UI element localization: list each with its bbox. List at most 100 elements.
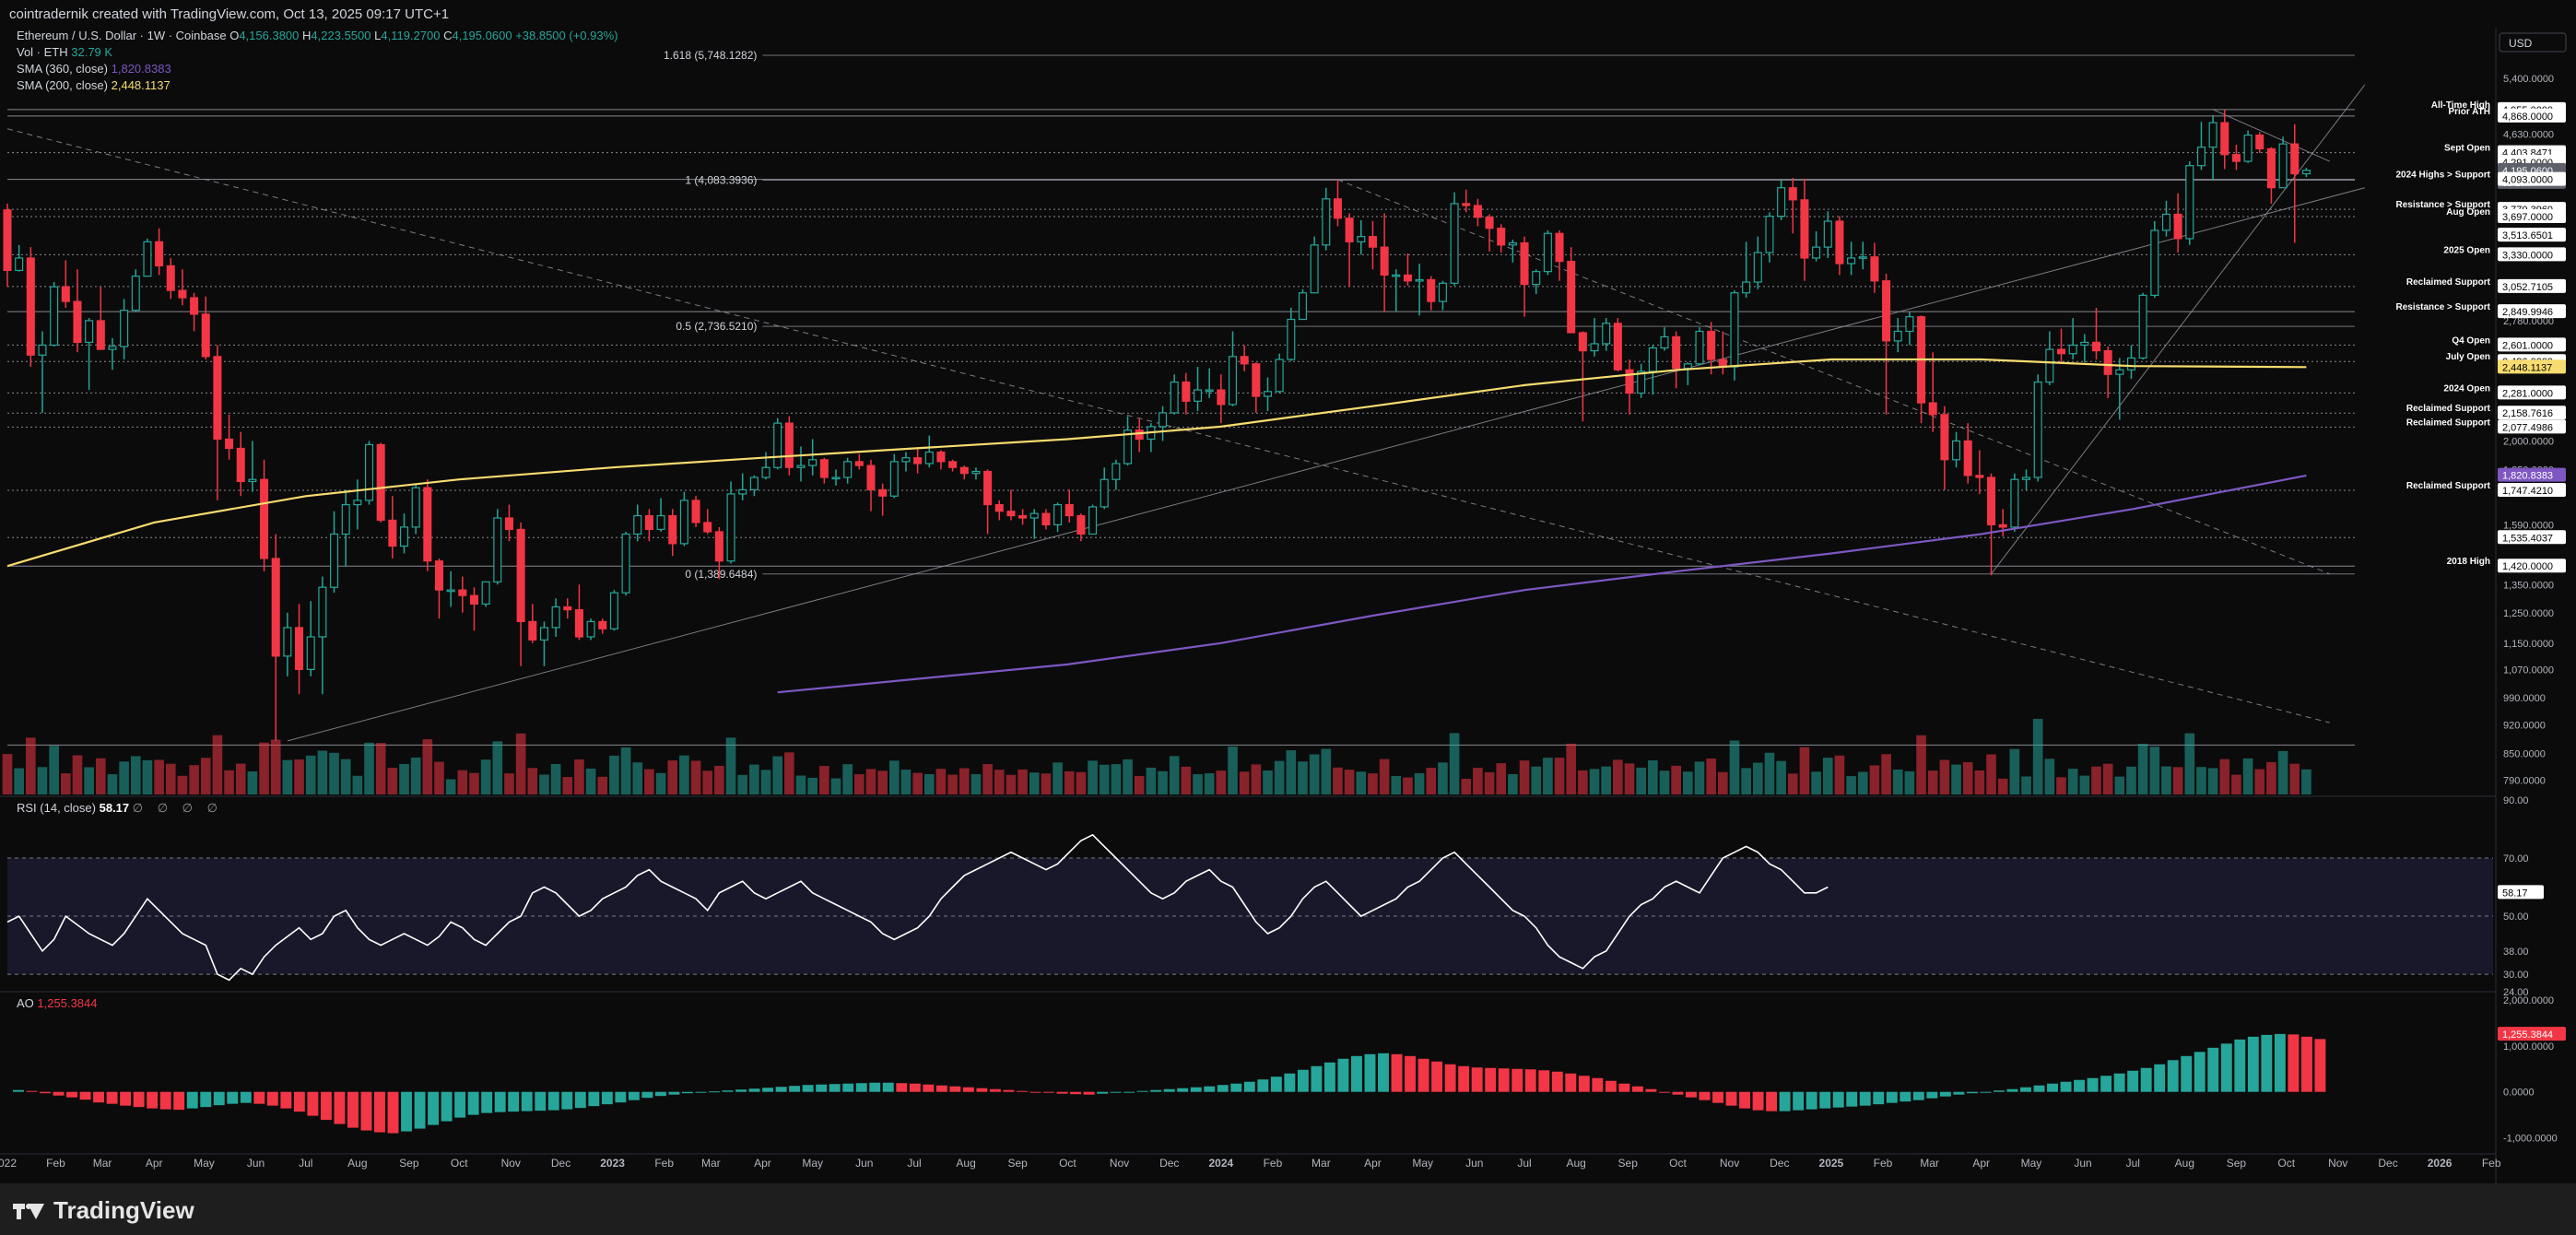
candle[interactable] xyxy=(1053,503,1063,526)
candle[interactable] xyxy=(38,344,47,356)
candle[interactable] xyxy=(166,265,175,291)
candle[interactable] xyxy=(1263,391,1273,397)
candle[interactable] xyxy=(1858,256,1867,259)
candle[interactable] xyxy=(1380,246,1389,276)
candle[interactable] xyxy=(1928,402,1937,416)
candle[interactable] xyxy=(1765,216,1774,253)
candle[interactable] xyxy=(2080,341,2089,347)
candle[interactable] xyxy=(73,300,82,344)
volume-row[interactable]: Vol · ETH 32.79 K xyxy=(17,44,618,61)
rsi-legend[interactable]: RSI (14, close) 58.17 ∅ ∅ ∅ ∅ xyxy=(17,801,223,816)
candle[interactable] xyxy=(959,466,969,475)
candle[interactable] xyxy=(108,346,117,350)
candle[interactable] xyxy=(2161,213,2170,231)
candle[interactable] xyxy=(2220,122,2229,156)
candle[interactable] xyxy=(271,558,280,657)
candle[interactable] xyxy=(1322,198,1331,246)
candle[interactable] xyxy=(1065,503,1074,517)
tradingview-brand[interactable]: TradingView xyxy=(13,1196,194,1225)
candle[interactable] xyxy=(1076,514,1086,535)
candle[interactable] xyxy=(843,461,853,478)
candle[interactable] xyxy=(1847,257,1856,265)
candle[interactable] xyxy=(621,533,630,594)
candle[interactable] xyxy=(1602,323,1611,345)
candle[interactable] xyxy=(493,517,502,582)
candle[interactable] xyxy=(1029,512,1039,519)
candle[interactable] xyxy=(2290,143,2300,175)
candle[interactable] xyxy=(2010,478,2019,528)
candle[interactable] xyxy=(1182,381,1191,402)
candle[interactable] xyxy=(1006,511,1016,517)
candle[interactable] xyxy=(656,514,665,531)
candle[interactable] xyxy=(714,531,723,562)
candle[interactable] xyxy=(1170,381,1179,414)
candle[interactable] xyxy=(866,465,876,490)
candle[interactable] xyxy=(2056,348,2066,355)
candle[interactable] xyxy=(458,589,467,596)
candle[interactable] xyxy=(1893,330,1902,342)
candle[interactable] xyxy=(2138,294,2147,359)
candle[interactable] xyxy=(2231,154,2241,162)
candle[interactable] xyxy=(2266,147,2276,189)
candle[interactable] xyxy=(1648,347,1657,372)
candle[interactable] xyxy=(738,488,747,495)
candle[interactable] xyxy=(1450,203,1459,284)
candle[interactable] xyxy=(1159,412,1168,428)
candle[interactable] xyxy=(784,422,794,468)
candle[interactable] xyxy=(190,297,199,315)
candle[interactable] xyxy=(1473,205,1482,218)
candle[interactable] xyxy=(96,320,105,350)
candle[interactable] xyxy=(551,606,560,629)
candle[interactable] xyxy=(948,461,958,468)
candle[interactable] xyxy=(854,461,864,466)
candle[interactable] xyxy=(120,310,129,347)
candle[interactable] xyxy=(260,478,269,559)
candle[interactable] xyxy=(1135,429,1144,441)
candle[interactable] xyxy=(2115,369,2124,375)
candle[interactable] xyxy=(236,447,245,483)
candle[interactable] xyxy=(516,528,525,622)
candle[interactable] xyxy=(85,320,94,344)
candle[interactable] xyxy=(679,500,688,545)
candle[interactable] xyxy=(1532,271,1541,286)
candle[interactable] xyxy=(1217,389,1226,406)
candle[interactable] xyxy=(2301,170,2311,175)
candle[interactable] xyxy=(1963,440,1972,476)
candle[interactable] xyxy=(971,470,981,475)
candle[interactable] xyxy=(1252,363,1261,397)
candle[interactable] xyxy=(481,581,490,605)
candle[interactable] xyxy=(26,257,35,356)
candle[interactable] xyxy=(1870,256,1879,282)
currency-badge[interactable] xyxy=(2499,32,2567,53)
candle[interactable] xyxy=(1310,244,1319,294)
candle[interactable] xyxy=(178,289,187,299)
candle[interactable] xyxy=(1403,274,1412,282)
candle[interactable] xyxy=(2103,350,2112,375)
candle[interactable] xyxy=(878,488,888,497)
candle[interactable] xyxy=(1205,389,1214,393)
candle[interactable] xyxy=(644,514,653,531)
trendline-3[interactable] xyxy=(1991,84,2366,574)
candle[interactable] xyxy=(306,636,315,670)
candle[interactable] xyxy=(1123,429,1133,465)
candle[interactable] xyxy=(388,519,397,547)
candle[interactable] xyxy=(364,443,374,501)
candle[interactable] xyxy=(143,241,152,277)
candle[interactable] xyxy=(528,620,537,641)
candle[interactable] xyxy=(609,592,618,629)
chart-canvas[interactable]: 1.618 (5,748.1282) 1 (4,083.3936) 0.5 (2,7… xyxy=(0,0,2576,1183)
candle[interactable] xyxy=(1637,370,1646,394)
candle[interactable] xyxy=(889,461,899,497)
candle[interactable] xyxy=(1672,335,1681,370)
candle[interactable] xyxy=(201,313,210,358)
candle[interactable] xyxy=(248,478,257,483)
candle[interactable] xyxy=(61,286,70,302)
candle[interactable] xyxy=(1333,198,1342,219)
candle[interactable] xyxy=(574,609,583,638)
candle[interactable] xyxy=(1275,359,1284,393)
candle[interactable] xyxy=(901,457,911,463)
sma360-row[interactable]: SMA (360, close) 1,820.8383 xyxy=(17,61,618,77)
candle[interactable] xyxy=(1228,356,1238,406)
candle[interactable] xyxy=(913,457,923,465)
candle[interactable] xyxy=(399,526,409,547)
